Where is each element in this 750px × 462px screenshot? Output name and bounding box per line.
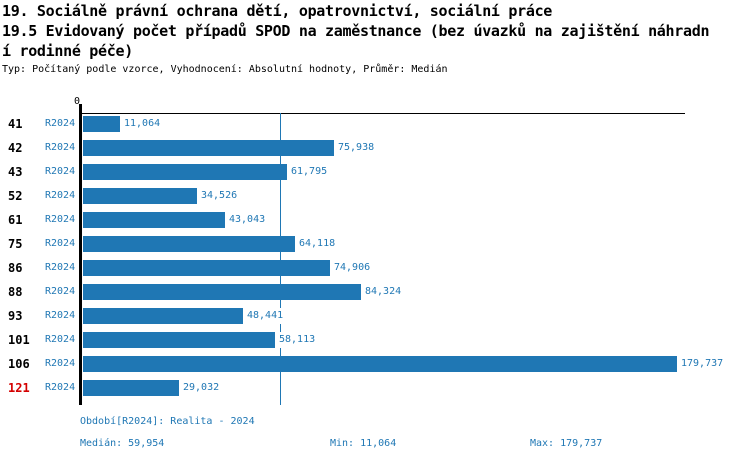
row-category-label: 61 [8,213,23,227]
row-category-label: 75 [8,237,23,251]
row-category-label: 42 [8,141,23,155]
row-period-label: R2024 [45,262,76,273]
row-period-label: R2024 [45,286,76,297]
bar-value-label: 74,906 [333,260,372,276]
row-category-label: 41 [8,117,23,131]
bar-value-label: 75,938 [337,140,376,156]
bar [83,332,275,348]
row-period-label: R2024 [45,382,76,393]
row-period-label: R2024 [45,358,76,369]
footer-min: Min: 11,064 [330,438,397,449]
row-category-label: 106 [8,357,30,371]
bar [83,380,179,396]
bar [83,116,120,132]
bar [83,356,677,372]
footer-median: Medián: 59,954 [80,438,165,449]
row-category-label: 43 [8,165,23,179]
bar-value-label: 61,795 [290,164,329,180]
bar [83,308,243,324]
median-line [280,113,281,405]
bar [83,236,295,252]
footer-max: Max: 179,737 [530,438,603,449]
bar [83,212,225,228]
footer-period: Období[R2024]: Realita - 2024 [80,416,255,427]
y-axis-line [79,104,82,405]
row-period-label: R2024 [45,214,76,225]
row-period-label: R2024 [45,118,76,129]
bar [83,164,287,180]
bar [83,260,330,276]
bar-value-label: 58,113 [278,332,317,348]
chart-title-line2: 19.5 Evidovaný počet případů SPOD na zam… [2,22,710,40]
chart-title-line3: í rodinné péče) [2,42,133,60]
row-period-label: R2024 [45,142,76,153]
row-category-label: 88 [8,285,23,299]
bar-value-label: 29,032 [182,380,221,396]
bar-value-label: 11,064 [123,116,162,132]
row-category-label: 121 [8,381,30,395]
row-period-label: R2024 [45,238,76,249]
bar-value-label: 43,043 [228,212,267,228]
row-category-label: 93 [8,309,23,323]
bar-value-label: 48,441 [246,308,285,324]
bar-value-label: 84,324 [364,284,403,300]
bar [83,140,334,156]
chart-title-line1: 19. Sociálně právní ochrana dětí, opatro… [2,2,553,20]
row-period-label: R2024 [45,190,76,201]
row-category-label: 52 [8,189,23,203]
axis-zero-label: 0 [74,96,81,107]
row-period-label: R2024 [45,310,76,321]
row-category-label: 86 [8,261,23,275]
bar [83,188,197,204]
bar-value-label: 64,118 [298,236,337,252]
row-category-label: 101 [8,333,30,347]
x-axis-line [79,113,685,114]
bar [83,284,361,300]
row-period-label: R2024 [45,334,76,345]
bar-value-label: 179,737 [680,356,725,372]
bar-value-label: 34,526 [200,188,239,204]
row-period-label: R2024 [45,166,76,177]
chart-meta: Typ: Počítaný podle vzorce, Vyhodnocení:… [2,64,448,75]
